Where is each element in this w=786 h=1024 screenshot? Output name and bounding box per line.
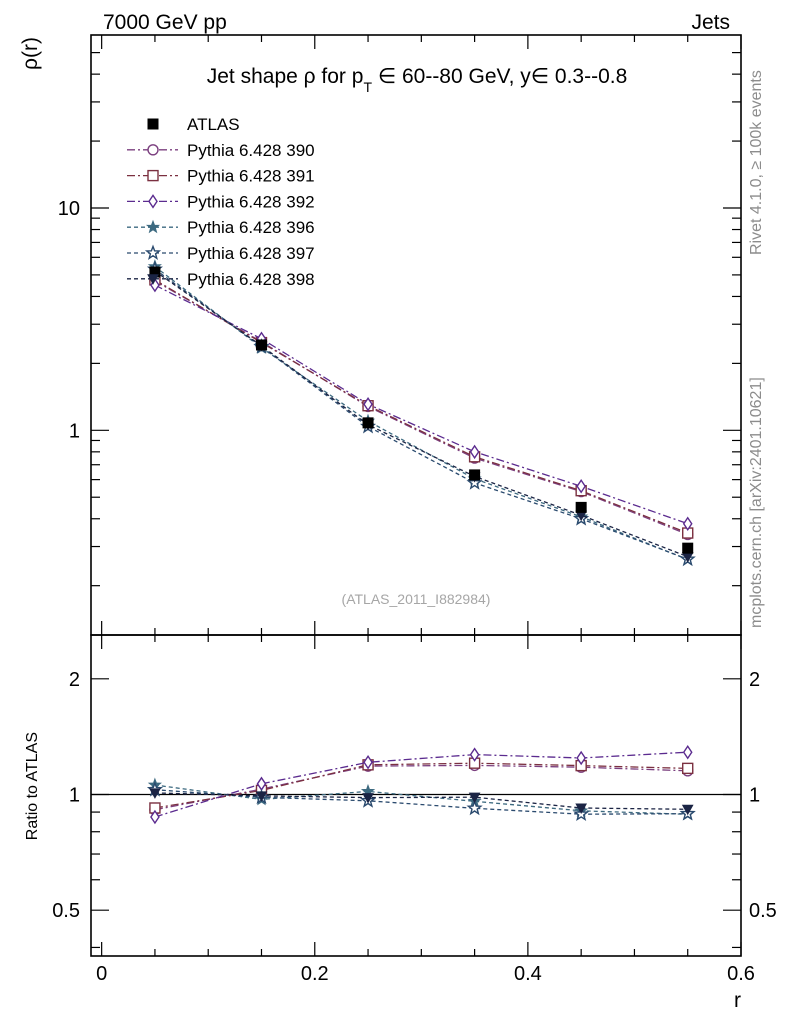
legend-label: Pythia 6.428 396 — [187, 218, 315, 237]
x-tick-label: 0.2 — [301, 963, 329, 985]
series-line — [154, 279, 688, 534]
atlas-point — [575, 501, 587, 513]
legend-label: Pythia 6.428 398 — [187, 270, 315, 289]
atlas-point — [682, 542, 694, 554]
rivet-version-label: Rivet 4.1.0, ≥ 100k events — [748, 70, 765, 255]
series-6 — [149, 266, 694, 563]
chart-title-sub: T — [363, 79, 372, 95]
header-right: Jets — [691, 11, 730, 34]
ratio-tick-label-left: 1 — [69, 784, 80, 806]
y-tick-label: 10 — [58, 198, 80, 220]
x-tick-label: 0.6 — [727, 963, 755, 985]
series-4 — [147, 259, 695, 566]
axis-ticks: 0 0.2 0.4 0.6 1 10 0.5 0.5 1 1 2 2 — [52, 35, 777, 985]
ratio-line — [154, 784, 688, 815]
x-tick-label: 0 — [96, 963, 107, 985]
legend-label: Pythia 6.428 392 — [187, 192, 315, 211]
analysis-id-watermark: (ATLAS_2011_I882984) — [342, 591, 491, 607]
series-lines — [146, 259, 696, 825]
legend-marker — [145, 219, 161, 234]
y-tick-label: 1 — [69, 420, 80, 442]
ratio-series-1 — [149, 759, 694, 816]
ratio-series-4 — [147, 777, 695, 821]
ratio-point — [363, 755, 373, 770]
ratio-series-6 — [149, 788, 694, 816]
ratio-tick-label-right: 1 — [749, 784, 760, 806]
series-line — [154, 266, 688, 561]
chart-title: Jet shape ρ for pT ∈ 60--80 GeV, y∈ 0.3-… — [207, 65, 628, 95]
ratio-point — [466, 799, 483, 816]
ratio-line — [154, 751, 688, 818]
ratio-tick-label-right: 0.5 — [749, 900, 777, 922]
series-2 — [149, 274, 694, 539]
legend-atlas-label: ATLAS — [187, 115, 240, 134]
atlas-point — [255, 339, 267, 351]
atlas-point — [469, 469, 481, 481]
legend-label: Pythia 6.428 391 — [187, 167, 315, 186]
y-axis-label: ρ(r) — [19, 37, 42, 70]
series-point — [469, 444, 480, 460]
series-5 — [146, 260, 696, 567]
series-line — [154, 270, 688, 558]
legend-marker — [147, 144, 159, 156]
ratio-tick-label-right: 2 — [749, 669, 760, 691]
ratio-point — [575, 803, 588, 815]
ratio-series-3 — [150, 744, 693, 825]
ratio-point — [468, 792, 481, 804]
ratio-tick-label-left: 2 — [69, 669, 80, 691]
legend-label: Pythia 6.428 397 — [187, 244, 315, 263]
legend-marker — [148, 194, 158, 209]
legend: ATLAS Pythia 6.428 390 Pythia 6.428 391 Pyt… — [127, 115, 315, 289]
ratio-point — [682, 744, 693, 760]
series-point — [682, 516, 693, 531]
series-point — [363, 396, 373, 412]
legend-label: Pythia 6.428 390 — [187, 141, 315, 160]
header-left: 7000 GeV pp — [103, 11, 227, 34]
ratio-series-5 — [146, 781, 696, 822]
legend-marker — [147, 169, 159, 182]
series-line — [154, 268, 688, 560]
ratio-axis-label: Ratio to ATLAS — [24, 732, 41, 840]
x-axis-label: r — [734, 989, 741, 1012]
ratio-line — [154, 764, 688, 811]
ratio-point — [682, 762, 694, 775]
legend-marker — [144, 244, 162, 260]
ratio-point — [469, 747, 480, 762]
chart-title-pre: Jet shape ρ for p — [207, 65, 364, 88]
ratio-point — [150, 809, 160, 825]
ratio-point — [149, 788, 161, 799]
ratio-point — [576, 750, 587, 766]
ratio-point — [681, 804, 694, 816]
atlas-point — [149, 266, 161, 278]
x-tick-label: 0.4 — [514, 963, 542, 985]
series-point — [576, 479, 587, 494]
series-line — [154, 284, 688, 525]
ratio-line — [154, 792, 688, 810]
ratio-line — [154, 789, 688, 815]
ratio-point — [362, 793, 374, 804]
legend-atlas-marker — [147, 118, 159, 130]
series-3 — [150, 277, 693, 531]
chart-title-post: ∈ 60--80 GeV, y∈ 0.3--0.8 — [372, 65, 627, 88]
mcplots-credit-label: mcplots.cern.ch [arXiv:2401.10621] — [748, 377, 765, 628]
series-1 — [149, 275, 694, 541]
ratio-tick-label-left: 0.5 — [52, 900, 80, 922]
legend-marker — [147, 274, 159, 285]
ratio-line — [154, 762, 688, 809]
ratio-point — [255, 791, 268, 802]
series-line — [154, 280, 688, 536]
ratio-plot-frame — [90, 634, 742, 957]
atlas-data-points — [149, 266, 694, 554]
atlas-point — [362, 417, 374, 429]
